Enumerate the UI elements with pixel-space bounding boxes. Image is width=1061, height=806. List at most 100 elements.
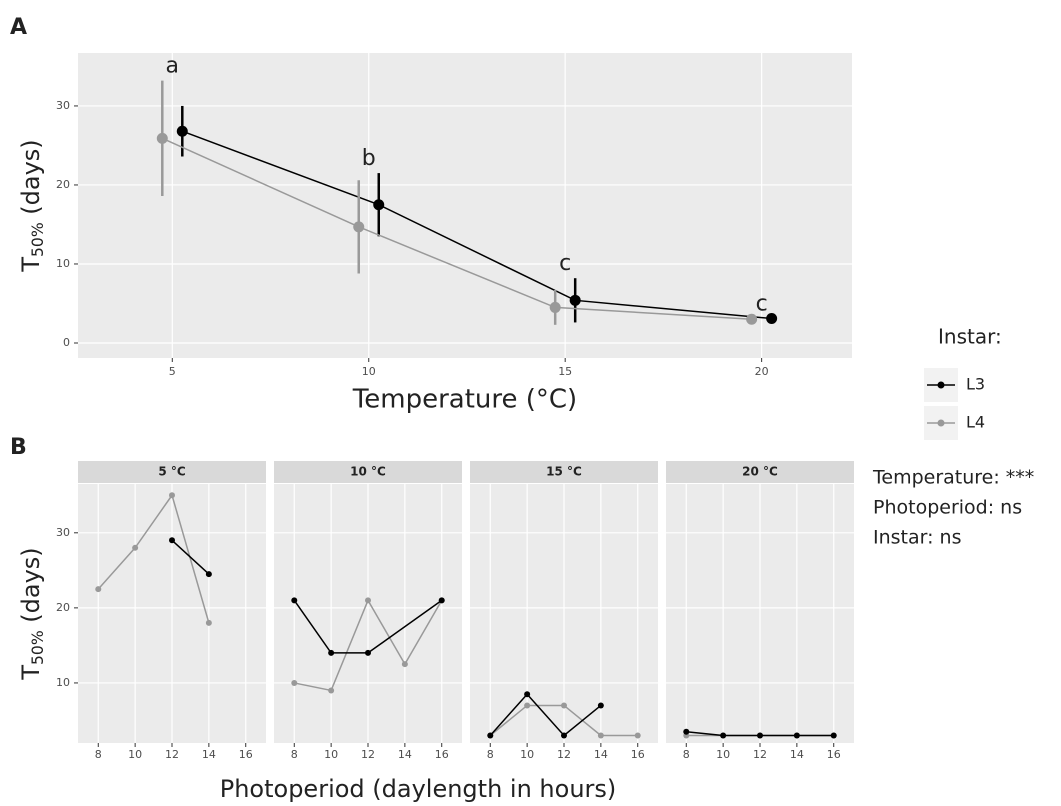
y-label-rest: (days)	[17, 547, 45, 630]
series-line	[489, 693, 602, 737]
data-point	[438, 597, 445, 604]
data-point	[683, 728, 690, 735]
data-point	[561, 732, 567, 739]
x-axis-label: Temperature (°C)	[352, 385, 577, 415]
y-label-sub: 50%	[29, 630, 47, 665]
legend-title: Instar:	[938, 325, 1002, 349]
x-tick-label: 14	[790, 748, 804, 761]
stat-note: Photoperiod: ns	[873, 497, 1022, 519]
x-tick-label: 8	[487, 748, 494, 761]
data-point	[365, 597, 371, 604]
data-point	[373, 199, 385, 211]
x-axis-label: Photoperiod (daylength in hours)	[220, 775, 617, 803]
annotation: c	[559, 251, 571, 276]
data-point	[169, 537, 175, 544]
data-point	[291, 597, 298, 604]
strip	[470, 461, 658, 483]
data-point	[328, 687, 335, 694]
annotation: c	[756, 291, 768, 316]
x-tick-label: 12	[165, 748, 179, 761]
data-point	[793, 732, 800, 739]
x-tick-label: 12	[557, 748, 571, 761]
y-tick-label: 30	[56, 526, 70, 539]
data-point	[132, 544, 139, 551]
x-tick-label: 16	[827, 748, 841, 761]
legend-marker	[937, 419, 945, 427]
facet-title: 20 °C	[742, 465, 778, 479]
data-point	[766, 312, 778, 324]
data-point	[353, 221, 365, 233]
stat-note: Instar: ns	[873, 527, 962, 549]
x-tick-label: 10	[520, 748, 534, 761]
y-axis-label: T50% (days)	[17, 547, 47, 680]
y-tick-label: 10	[56, 676, 70, 689]
series-line	[293, 599, 443, 654]
data-point	[176, 125, 188, 137]
x-tick-label: 12	[361, 748, 375, 761]
x-tick-label: 20	[755, 365, 769, 378]
legend-marker	[937, 381, 945, 389]
data-point	[634, 732, 641, 739]
data-point	[169, 492, 175, 499]
data-point	[487, 732, 494, 739]
x-tick-label: 14	[594, 748, 608, 761]
legend-label: L3	[966, 375, 985, 394]
y-tick-label: 20	[56, 178, 70, 191]
series-line	[97, 493, 210, 624]
data-point	[401, 661, 408, 668]
x-tick-label: 12	[753, 748, 767, 761]
y-label-rest: (days)	[17, 139, 45, 222]
series-line	[171, 539, 210, 575]
x-tick-label: 10	[128, 748, 142, 761]
data-point	[561, 702, 567, 709]
facet-title: 15 °C	[546, 465, 582, 479]
stat-note: Temperature: ***	[872, 467, 1034, 489]
panel-label: A	[10, 15, 27, 40]
x-tick-label: 14	[202, 748, 216, 761]
y-tick-label: 30	[56, 99, 70, 112]
data-point	[830, 732, 837, 739]
x-tick-label: 10	[362, 365, 376, 378]
annotation: a	[166, 54, 179, 79]
x-tick-label: 14	[398, 748, 412, 761]
y-tick-label: 10	[56, 257, 70, 270]
annotation: b	[362, 146, 376, 171]
y-axis-label: T50% (days)	[17, 139, 47, 272]
x-tick-label: 10	[324, 748, 338, 761]
y-label-sub: 50%	[29, 222, 47, 257]
y-label-main: T	[17, 257, 45, 273]
data-point	[156, 132, 168, 144]
plot-background	[78, 53, 852, 358]
series-line	[182, 130, 772, 320]
legend-label: L4	[966, 413, 985, 432]
data-point	[597, 732, 604, 739]
data-point	[757, 732, 763, 739]
x-tick-label: 16	[631, 748, 645, 761]
data-point	[291, 679, 298, 686]
x-tick-label: 8	[95, 748, 102, 761]
x-tick-label: 5	[169, 365, 176, 378]
y-tick-label: 0	[63, 336, 70, 349]
data-point	[569, 294, 581, 306]
x-tick-label: 16	[435, 748, 449, 761]
y-label-main: T	[17, 665, 45, 681]
data-point	[597, 702, 604, 709]
data-point	[746, 313, 758, 325]
data-point	[524, 691, 531, 698]
facet-title: 5 °C	[158, 465, 186, 479]
x-tick-label: 10	[716, 748, 730, 761]
strip	[666, 461, 854, 483]
facet-title: 10 °C	[350, 465, 386, 479]
strip	[78, 461, 266, 483]
y-tick-label: 20	[56, 601, 70, 614]
data-point	[524, 702, 531, 709]
panel-label: B	[10, 435, 27, 460]
x-tick-label: 8	[683, 748, 690, 761]
x-tick-label: 15	[558, 365, 572, 378]
data-point	[549, 301, 561, 313]
data-point	[328, 649, 335, 656]
data-point	[205, 571, 212, 578]
x-tick-label: 16	[239, 748, 253, 761]
strip	[274, 461, 462, 483]
